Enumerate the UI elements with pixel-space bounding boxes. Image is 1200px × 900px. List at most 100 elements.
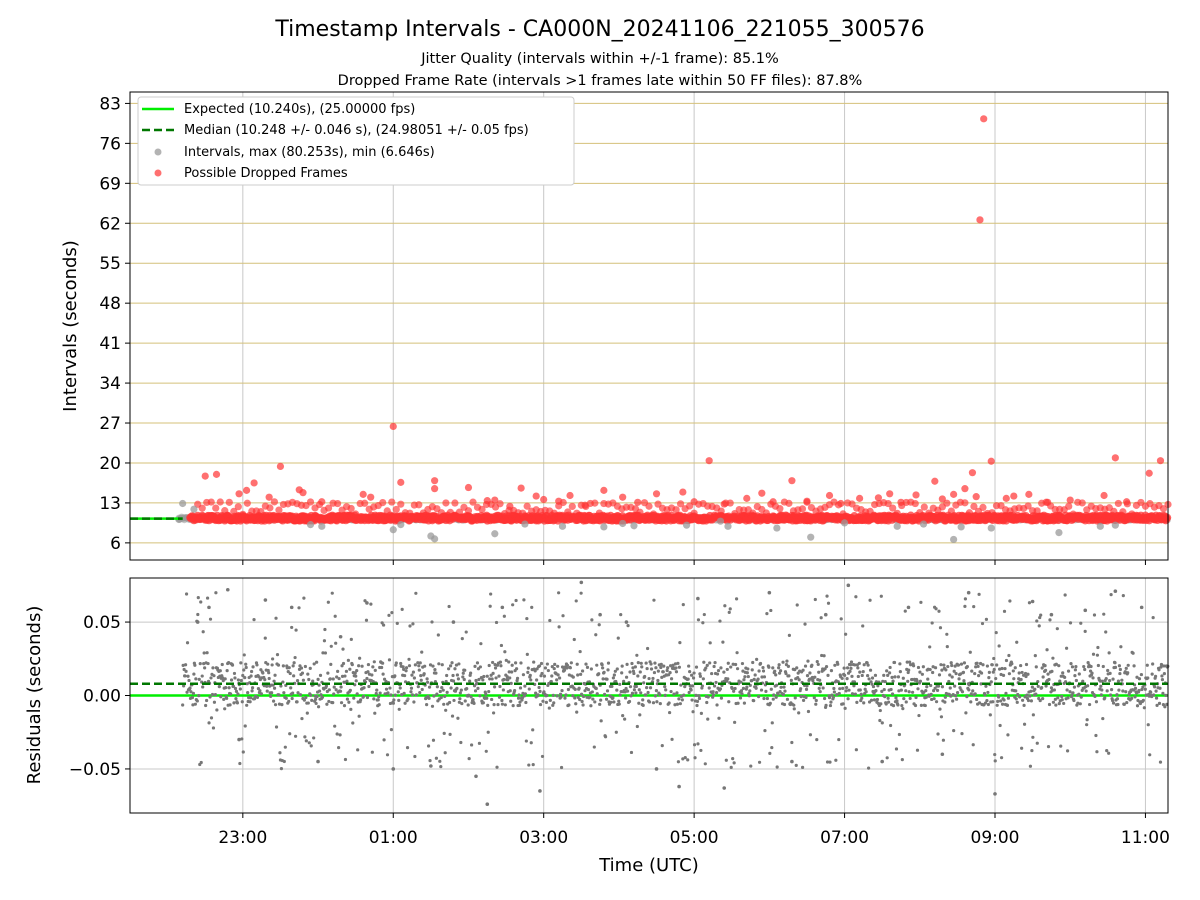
dropped-frame-point	[242, 486, 251, 494]
residual-point	[692, 743, 697, 747]
residual-point	[1017, 671, 1021, 675]
residual-point	[200, 674, 204, 678]
residual-point	[498, 684, 502, 689]
dropped-point	[519, 509, 527, 517]
dropped-frame-point	[912, 491, 920, 499]
residual-point	[499, 643, 504, 648]
residual-point	[390, 611, 394, 615]
residual-point	[1014, 697, 1018, 701]
residual-point	[833, 663, 837, 667]
dropped-band-point	[1163, 513, 1172, 522]
residual-point	[439, 764, 443, 769]
residual-point	[918, 670, 922, 674]
residual-point	[404, 669, 408, 673]
residual-point	[920, 672, 924, 676]
residual-point	[948, 686, 952, 690]
residual-point	[714, 690, 719, 695]
residual-point	[509, 699, 513, 703]
residual-point	[565, 663, 570, 667]
residual-point	[455, 673, 460, 677]
residual-point	[571, 675, 575, 679]
residual-point	[1091, 652, 1096, 656]
residual-point	[365, 676, 369, 681]
residual-point	[937, 673, 942, 677]
dropped-frame-point	[690, 498, 698, 506]
residual-point	[677, 697, 681, 701]
residual-point	[488, 604, 492, 608]
dropped-point	[1119, 508, 1127, 516]
residual-point	[1043, 668, 1048, 672]
residual-point	[862, 701, 866, 705]
residual-point	[834, 758, 838, 762]
residual-outlier-point	[654, 767, 659, 771]
residual-point	[207, 721, 211, 725]
residual-point	[946, 664, 950, 669]
dropped-frame-point	[874, 494, 883, 502]
residual-point	[1116, 702, 1120, 707]
residual-outlier-point	[966, 590, 971, 595]
residual-point	[1146, 676, 1150, 680]
residual-point	[992, 656, 996, 661]
dropped-frame-point	[318, 498, 326, 506]
residual-point	[973, 692, 977, 696]
residual-point	[1061, 671, 1065, 675]
residual-point	[1043, 663, 1047, 668]
residual-point	[868, 668, 873, 672]
residual-point	[967, 688, 971, 692]
intervals-y-tick-label: 48	[99, 294, 121, 314]
residual-point	[640, 665, 644, 669]
residual-point	[708, 641, 712, 645]
residual-point	[986, 702, 990, 707]
residual-point	[537, 685, 541, 690]
residual-point	[756, 694, 761, 699]
residual-point	[456, 677, 460, 681]
dropped-point	[361, 499, 369, 507]
residual-point	[719, 696, 724, 700]
x-tick-label: 03:00	[519, 828, 568, 848]
residual-point	[458, 697, 462, 701]
residual-point	[543, 666, 548, 670]
residual-point	[308, 666, 312, 670]
residual-point	[288, 671, 292, 676]
residual-point	[810, 663, 814, 667]
residual-point	[312, 736, 316, 740]
residual-point	[878, 718, 882, 723]
residual-point	[451, 673, 455, 678]
residual-point	[373, 668, 377, 672]
residual-point	[577, 686, 581, 690]
residual-point	[251, 665, 255, 669]
residual-point	[339, 685, 343, 689]
residual-point	[888, 723, 893, 728]
residual-point	[1079, 621, 1083, 625]
dropped-frame-point	[581, 501, 589, 509]
residual-point	[806, 709, 811, 714]
residual-point	[411, 670, 416, 674]
residual-point	[597, 672, 601, 676]
residual-point	[624, 675, 629, 679]
residual-point	[1085, 723, 1089, 727]
dropped-frame-point	[359, 490, 367, 498]
residual-point	[550, 674, 554, 678]
dropped-frame-point	[803, 497, 811, 505]
residual-point	[664, 688, 668, 692]
residual-point	[1131, 651, 1135, 655]
residual-point	[1118, 671, 1122, 676]
residual-point	[255, 663, 259, 667]
residual-point	[710, 671, 714, 676]
residual-point	[425, 677, 429, 681]
legend-intervals-label: Intervals, max (80.253s), min (6.646s)	[184, 145, 435, 160]
residual-point	[690, 684, 695, 688]
residual-point	[419, 674, 423, 678]
dropped-point	[920, 503, 928, 511]
residual-point	[431, 738, 436, 742]
dropped-point	[379, 498, 387, 507]
residual-point	[435, 685, 439, 689]
residual-point	[371, 665, 375, 669]
residual-point	[962, 661, 967, 665]
residual-point	[777, 663, 781, 667]
residual-point	[590, 618, 594, 622]
residual-point	[205, 651, 209, 655]
residual-point	[715, 703, 719, 707]
residual-point	[828, 703, 833, 708]
dropped-point	[591, 499, 599, 507]
